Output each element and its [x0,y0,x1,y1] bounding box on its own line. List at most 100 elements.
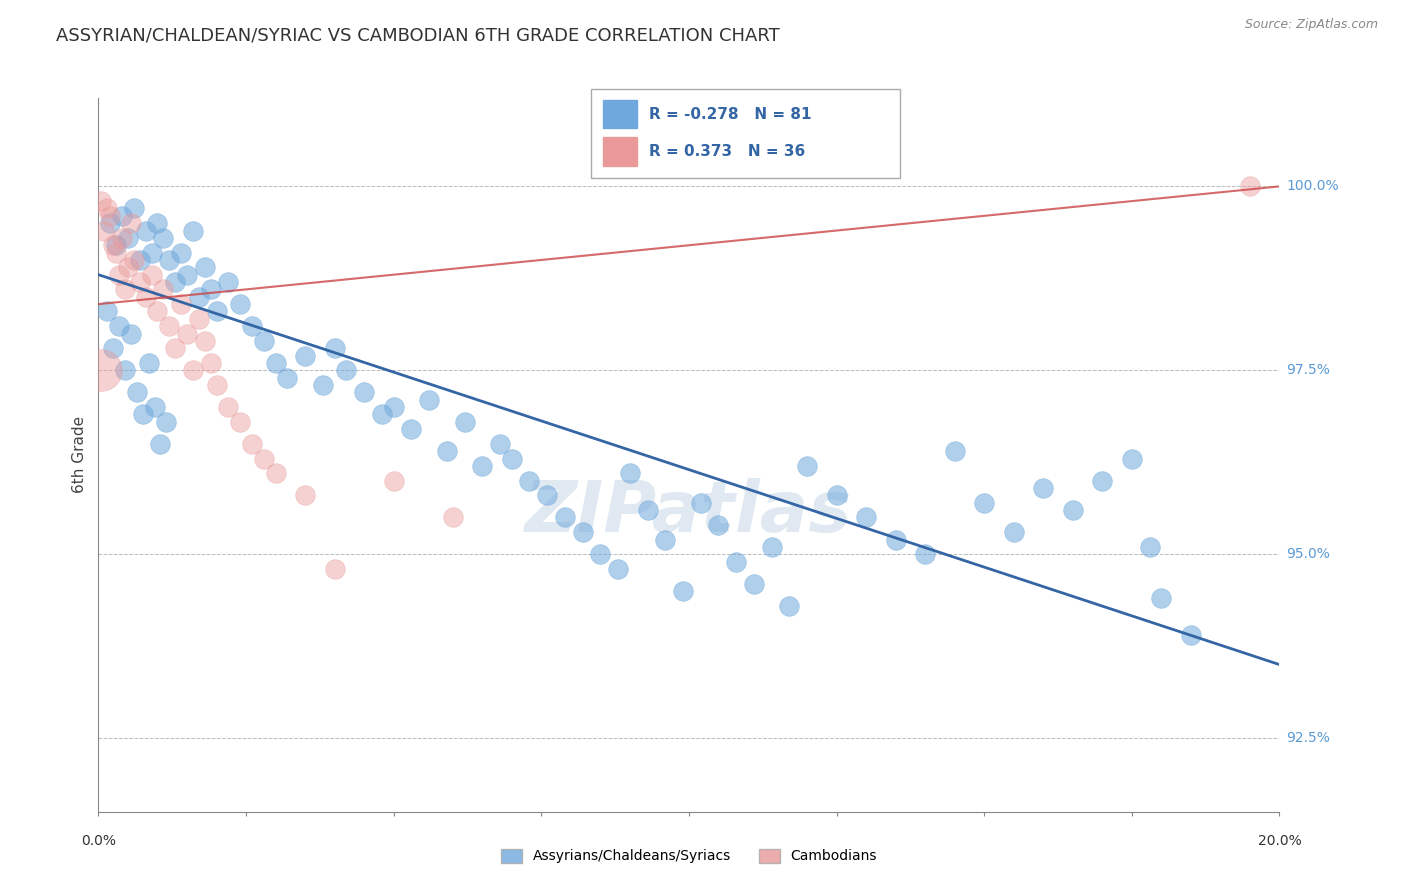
Point [165,341,187,355]
Point [117,231,139,245]
Point [108,268,131,282]
Point [253,334,276,348]
Point [825,488,848,502]
Point [707,517,730,532]
Point [90,363,112,377]
Point [264,356,287,370]
Point [294,349,316,363]
Point [761,540,783,554]
Point [554,510,576,524]
Point [157,319,180,334]
Point [120,216,142,230]
Point [489,437,512,451]
Text: 97.5%: 97.5% [1286,363,1330,377]
Point [725,555,748,569]
Point [943,444,966,458]
Point [152,231,174,245]
Point [418,392,440,407]
Text: ASSYRIAN/CHALDEAN/SYRIAC VS CAMBODIAN 6TH GRADE CORRELATION CHART: ASSYRIAN/CHALDEAN/SYRIAC VS CAMBODIAN 6T… [56,27,780,45]
Point [217,275,239,289]
Point [441,510,464,524]
Point [217,400,239,414]
Point [125,385,148,400]
Point [294,488,316,502]
Point [471,458,494,473]
Point [205,378,228,392]
Point [253,451,276,466]
Point [143,400,166,414]
Point [1032,481,1054,495]
Point [165,275,187,289]
Point [436,444,458,458]
Text: 92.5%: 92.5% [1286,731,1330,745]
Text: ZIPatlas: ZIPatlas [526,477,852,547]
Point [132,408,155,422]
Point [519,474,541,488]
Point [382,474,405,488]
Text: 0.0%: 0.0% [82,834,115,848]
Point [973,496,995,510]
Point [312,378,335,392]
Point [200,282,222,296]
Point [122,202,145,216]
Point [200,356,222,370]
Point [111,209,134,223]
Text: 20.0%: 20.0% [1257,834,1302,848]
Point [155,415,177,429]
Point [194,260,217,275]
Point [128,252,150,267]
Point [93,223,115,237]
Point [229,415,252,429]
Point [146,216,169,230]
Point [117,260,139,275]
Point [619,467,641,481]
Point [105,245,128,260]
Point [98,216,121,230]
Point [323,341,346,355]
Point [135,223,157,237]
Point [122,252,145,267]
Point [187,290,209,304]
Point [589,547,612,561]
Point [1239,179,1261,194]
Point [103,341,125,355]
Point [536,488,558,502]
Text: 95.0%: 95.0% [1286,547,1330,561]
Point [114,363,136,377]
Point [353,385,375,400]
Text: R = 0.373   N = 36: R = 0.373 N = 36 [650,145,806,159]
Point [855,510,877,524]
Point [96,202,118,216]
Point [194,334,217,348]
Point [607,562,630,576]
Point [96,304,118,318]
Point [138,356,160,370]
Point [103,238,125,252]
Point [382,400,405,414]
Point [371,408,394,422]
Point [401,422,423,436]
Point [884,533,907,547]
Point [323,562,346,576]
Bar [603,100,637,128]
Point [187,311,209,326]
Point [264,467,287,481]
Point [141,245,163,260]
Point [453,415,475,429]
Point [914,547,936,561]
Y-axis label: 6th Grade: 6th Grade [72,417,87,493]
Point [796,458,818,473]
Point [141,268,163,282]
Point [1180,628,1202,642]
Point [90,194,112,208]
Point [637,503,659,517]
Point [98,209,121,223]
Point [128,275,150,289]
Point [146,304,169,318]
Point [1002,525,1025,540]
Point [240,437,263,451]
Point [181,363,204,377]
Point [240,319,263,334]
Point [672,584,695,599]
Legend: Assyrians/Chaldeans/Syriacs, Cambodians: Assyrians/Chaldeans/Syriacs, Cambodians [495,843,883,869]
